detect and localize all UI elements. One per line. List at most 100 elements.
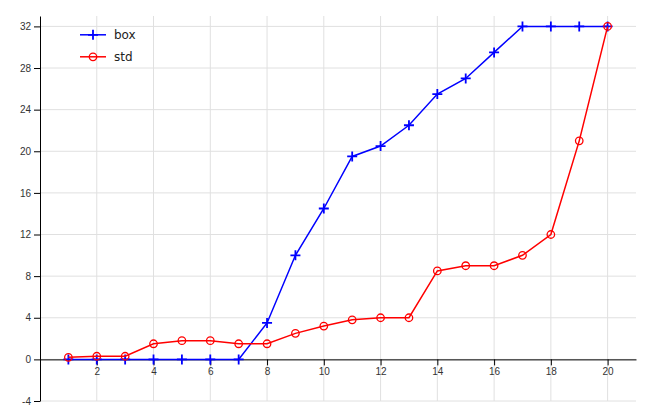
point — [93, 353, 101, 361]
x-tick-label: 12 — [376, 366, 388, 377]
x-tick: 12 — [376, 359, 388, 377]
point-group — [234, 354, 244, 364]
x-tick-mark — [267, 359, 268, 365]
x-tick: 10 — [319, 359, 331, 377]
x-tick-label: 16 — [489, 366, 501, 377]
point-group — [178, 337, 186, 345]
x-tick: 18 — [546, 359, 558, 377]
y-tick: 4 — [25, 312, 40, 323]
chart: 2468101214161820-4048121620242832boxstd — [0, 0, 656, 415]
grid — [40, 16, 636, 401]
point — [205, 354, 215, 364]
point-group — [292, 330, 300, 338]
point — [63, 354, 73, 364]
y-tick-label: 16 — [20, 188, 32, 199]
y-tick-label: -4 — [22, 396, 31, 407]
point — [348, 316, 356, 324]
y-tick-label: 24 — [20, 104, 32, 115]
y-tick-label: 12 — [20, 229, 32, 240]
series-line — [68, 26, 607, 357]
y-tick-mark — [34, 235, 40, 236]
point-group — [93, 353, 101, 361]
point — [377, 314, 385, 322]
grid-line-y — [40, 192, 636, 193]
y-tick-mark — [34, 193, 40, 194]
point — [519, 252, 527, 260]
x-axis: 2468101214161820 — [41, 359, 637, 377]
point-group — [575, 137, 583, 145]
y-tick-label: 28 — [20, 63, 32, 74]
x-tick-label: 6 — [208, 366, 214, 377]
point — [574, 21, 584, 31]
x-tick-label: 4 — [151, 366, 157, 377]
point-group — [547, 231, 555, 239]
point-group — [574, 21, 584, 31]
y-tick: 28 — [20, 63, 40, 74]
legend-marker-group — [88, 30, 98, 40]
y-tick: 12 — [20, 229, 40, 240]
grid-line-y — [40, 151, 636, 152]
point-group — [489, 47, 499, 57]
y-tick-label: 4 — [25, 312, 31, 323]
point-group — [546, 21, 556, 31]
legend-marker — [88, 30, 98, 40]
grid-line-y — [40, 68, 636, 69]
point — [290, 250, 300, 260]
grid-line-y — [40, 401, 636, 402]
point-group — [149, 354, 159, 364]
point-group — [377, 314, 385, 322]
point-group — [150, 340, 158, 348]
point — [177, 354, 187, 364]
x-tick-label: 20 — [603, 366, 615, 377]
x-tick-mark — [324, 359, 325, 365]
point — [432, 89, 442, 99]
point-group — [404, 120, 414, 130]
legend: boxstd — [80, 28, 136, 64]
point-group — [376, 141, 386, 151]
point — [575, 137, 583, 145]
grid-line-y — [40, 109, 636, 110]
point-group — [604, 23, 612, 31]
point-group — [65, 354, 73, 362]
legend-marker-group — [89, 53, 97, 61]
series-points — [63, 21, 612, 364]
point — [150, 340, 158, 348]
point — [604, 23, 612, 31]
y-tick-mark — [34, 26, 40, 27]
legend-label: box — [114, 28, 136, 42]
grid-line-x — [437, 16, 438, 401]
y-tick-mark — [34, 68, 40, 69]
x-tick: 14 — [432, 359, 444, 377]
grid-line-x — [494, 16, 495, 401]
x-tick-mark — [437, 359, 438, 365]
point-group — [405, 314, 413, 322]
point — [517, 21, 527, 31]
point-group — [461, 73, 471, 83]
point — [235, 340, 243, 348]
y-tick: 24 — [20, 104, 40, 115]
point — [262, 318, 272, 328]
point-group — [290, 250, 300, 260]
point-group — [519, 252, 527, 260]
point — [149, 354, 159, 364]
point — [546, 21, 556, 31]
point — [178, 337, 186, 345]
point — [462, 262, 470, 270]
x-tick-mark — [494, 359, 495, 365]
point-group — [262, 318, 272, 328]
point-group — [434, 267, 442, 275]
y-tick-label: 0 — [25, 354, 31, 365]
point-group — [462, 262, 470, 270]
grid-line-y — [40, 276, 636, 277]
point — [489, 47, 499, 57]
data — [63, 21, 612, 364]
y-tick-mark — [34, 276, 40, 277]
point — [434, 267, 442, 275]
y-tick: 20 — [20, 146, 40, 157]
point-group — [319, 204, 329, 214]
y-tick-mark — [34, 110, 40, 111]
point — [490, 262, 498, 270]
point-group — [263, 340, 271, 348]
grid-line-x — [96, 16, 97, 401]
legend-swatch — [80, 56, 106, 58]
